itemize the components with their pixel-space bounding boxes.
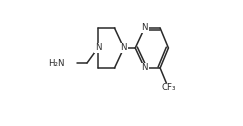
Text: H₂N: H₂N (48, 58, 65, 68)
Text: CF₃: CF₃ (161, 84, 176, 92)
Text: N: N (141, 24, 148, 33)
Text: N: N (121, 43, 127, 53)
Text: N: N (141, 64, 148, 72)
Text: N: N (95, 43, 101, 53)
